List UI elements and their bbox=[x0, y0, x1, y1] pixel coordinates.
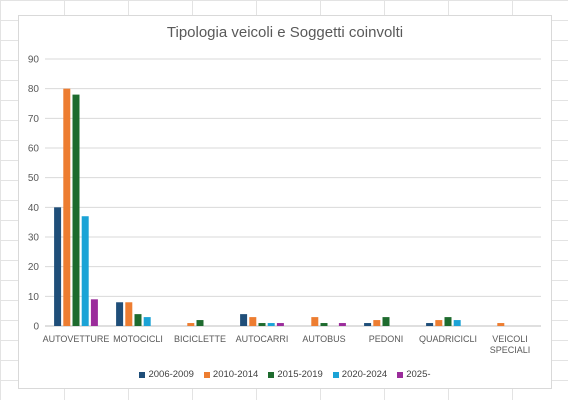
bar[interactable] bbox=[320, 323, 328, 326]
y-tick-label: 60 bbox=[28, 144, 40, 155]
legend: 2006-2009 2010-2014 2015-2019 2020-2024 2025… bbox=[19, 369, 551, 380]
bar[interactable] bbox=[125, 302, 133, 326]
bar[interactable] bbox=[453, 320, 461, 326]
bar[interactable] bbox=[249, 317, 257, 326]
bar[interactable] bbox=[435, 320, 443, 326]
legend-item[interactable]: 2006-2009 bbox=[139, 369, 194, 380]
x-tick-label: BICICLETTE bbox=[174, 334, 226, 344]
y-tick-label: 20 bbox=[28, 262, 40, 273]
y-tick-label: 10 bbox=[28, 292, 40, 303]
plot-area: 0 10 20 30 40 50 60 70 80 90 AUTOVETTURE MOTOCICLI B… bbox=[28, 55, 541, 355]
bar[interactable] bbox=[134, 314, 142, 326]
bar[interactable] bbox=[382, 317, 390, 326]
legend-label: 2020-2024 bbox=[341, 369, 388, 380]
legend-item[interactable]: 2015-2019 bbox=[268, 369, 323, 380]
x-tick-label: AUTOVETTURE bbox=[43, 334, 110, 344]
legend-swatch bbox=[139, 371, 146, 378]
bar[interactable] bbox=[72, 94, 80, 326]
bar[interactable] bbox=[116, 302, 124, 326]
bar[interactable] bbox=[187, 323, 195, 326]
bar[interactable] bbox=[338, 323, 346, 326]
x-tick-label: VEICOLI bbox=[492, 334, 528, 344]
y-tick-label: 0 bbox=[33, 322, 39, 333]
y-tick-label: 30 bbox=[28, 233, 40, 244]
y-tick-label: 90 bbox=[28, 55, 40, 66]
bar[interactable] bbox=[276, 323, 284, 326]
bar[interactable] bbox=[444, 317, 452, 326]
y-tick-label: 80 bbox=[28, 84, 40, 95]
legend-swatch bbox=[203, 371, 210, 378]
legend-swatch bbox=[332, 371, 339, 378]
chart-area[interactable]: Tipologia veicoli e Soggetti coinvolti 0… bbox=[18, 15, 552, 389]
chart-title: Tipologia veicoli e Soggetti coinvolti bbox=[166, 24, 404, 41]
y-tick-label: 40 bbox=[28, 203, 40, 214]
x-tick-label: AUTOCARRI bbox=[236, 334, 289, 344]
legend-swatch bbox=[268, 371, 275, 378]
y-tick-label: 50 bbox=[28, 173, 40, 184]
bar[interactable] bbox=[240, 314, 248, 326]
legend-item[interactable]: 2010-2014 bbox=[203, 369, 259, 380]
x-tick-label: PEDONI bbox=[369, 334, 404, 344]
bar[interactable] bbox=[81, 216, 89, 326]
legend-swatch bbox=[397, 371, 404, 378]
legend-item[interactable]: 2025- bbox=[397, 369, 431, 380]
bar[interactable] bbox=[196, 320, 204, 326]
bar[interactable] bbox=[63, 88, 71, 327]
x-tick-label: SPECIALI bbox=[490, 345, 531, 355]
legend-label: 2015-2019 bbox=[277, 369, 323, 380]
x-tick-label: MOTOCICLI bbox=[113, 334, 163, 344]
legend-label: 2010-2014 bbox=[212, 369, 259, 380]
bar[interactable] bbox=[143, 317, 151, 326]
bar[interactable] bbox=[311, 317, 319, 326]
bar[interactable] bbox=[267, 323, 275, 326]
bar[interactable] bbox=[373, 320, 381, 326]
bar[interactable] bbox=[54, 207, 62, 326]
bar[interactable] bbox=[426, 323, 434, 326]
y-tick-label: 70 bbox=[28, 114, 40, 125]
legend-label: 2006-2009 bbox=[148, 369, 194, 380]
x-tick-label: QUADRICICLI bbox=[419, 334, 477, 344]
bar[interactable] bbox=[364, 323, 372, 326]
legend-item[interactable]: 2020-2024 bbox=[332, 369, 388, 380]
legend-label: 2025- bbox=[406, 369, 431, 380]
bar[interactable] bbox=[258, 323, 266, 326]
x-tick-label: AUTOBUS bbox=[302, 334, 345, 344]
bar[interactable] bbox=[497, 323, 505, 326]
bar[interactable] bbox=[90, 299, 98, 326]
